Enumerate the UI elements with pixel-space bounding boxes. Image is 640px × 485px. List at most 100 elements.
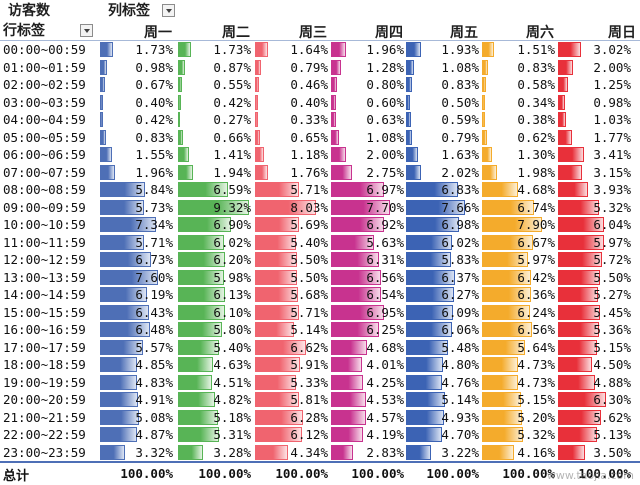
cell-value[interactable]: 0.27% <box>213 112 251 127</box>
cell-value[interactable]: 5.13% <box>593 427 631 442</box>
cell-value[interactable]: 5.83% <box>441 252 479 267</box>
cell-value[interactable]: 5.73% <box>135 199 173 215</box>
cell-value[interactable]: 0.67% <box>135 77 173 92</box>
cell-value[interactable]: 6.06% <box>441 322 479 337</box>
cell-value[interactable]: 5.14% <box>441 392 479 407</box>
cell-value[interactable]: 6.02% <box>441 234 479 250</box>
cell-value[interactable]: 0.62% <box>517 129 555 145</box>
cell-value[interactable]: 6.54% <box>366 287 404 302</box>
cell-value[interactable]: 5.08% <box>135 409 173 425</box>
cell-value[interactable]: 0.38% <box>517 112 555 127</box>
grand-total-value[interactable]: 100.00% <box>275 466 328 481</box>
cell-value[interactable]: 4.50% <box>593 357 631 372</box>
cell-value[interactable]: 7.90% <box>517 217 555 232</box>
cell-value[interactable]: 7.66% <box>441 199 479 215</box>
cell-value[interactable]: 0.34% <box>517 94 555 110</box>
cell-value[interactable]: 6.37% <box>441 269 479 285</box>
cell-value[interactable]: 4.80% <box>441 357 479 372</box>
cell-value[interactable]: 5.50% <box>290 252 328 267</box>
cell-value[interactable]: 6.95% <box>366 304 404 320</box>
cell-value[interactable]: 6.10% <box>213 304 251 320</box>
cell-value[interactable]: 1.76% <box>290 164 328 180</box>
cell-value[interactable]: 1.08% <box>441 59 479 75</box>
cell-value[interactable]: 4.87% <box>135 427 173 442</box>
cell-value[interactable]: 6.31% <box>366 252 404 267</box>
row-filter-dropdown-icon[interactable] <box>80 24 93 37</box>
cell-value[interactable]: 4.51% <box>213 374 251 390</box>
grand-total-value[interactable]: 100.00% <box>351 466 404 481</box>
cell-value[interactable]: 6.04% <box>593 217 631 232</box>
cell-value[interactable]: 0.40% <box>135 94 173 110</box>
cell-value[interactable]: 6.90% <box>213 217 251 232</box>
cell-value[interactable]: 2.75% <box>366 164 404 180</box>
cell-value[interactable]: 5.98% <box>213 269 251 285</box>
cell-value[interactable]: 0.42% <box>213 94 251 110</box>
cell-value[interactable]: 0.83% <box>441 77 479 92</box>
cell-value[interactable]: 1.18% <box>290 147 328 162</box>
cell-value[interactable]: 6.09% <box>441 304 479 320</box>
cell-value[interactable]: 4.93% <box>441 409 479 425</box>
cell-value[interactable]: 5.40% <box>290 234 328 250</box>
cell-value[interactable]: 0.79% <box>441 129 479 145</box>
cell-value[interactable]: 5.18% <box>213 409 251 425</box>
cell-value[interactable]: 5.48% <box>441 339 479 355</box>
cell-value[interactable]: 6.24% <box>517 304 555 320</box>
cell-value[interactable]: 5.32% <box>593 199 631 215</box>
cell-value[interactable]: 7.70% <box>366 199 404 215</box>
cell-value[interactable]: 5.31% <box>213 427 251 442</box>
cell-value[interactable]: 0.66% <box>213 129 251 145</box>
cell-value[interactable]: 5.14% <box>290 322 328 337</box>
grand-total-value[interactable]: 100.00% <box>578 466 631 481</box>
cell-value[interactable]: 6.28% <box>290 409 328 425</box>
cell-value[interactable]: 2.02% <box>441 164 479 180</box>
cell-value[interactable]: 6.56% <box>366 269 404 285</box>
cell-value[interactable]: 1.51% <box>517 42 555 57</box>
cell-value[interactable]: 6.56% <box>517 322 555 337</box>
cell-value[interactable]: 0.33% <box>290 112 328 127</box>
cell-value[interactable]: 4.85% <box>135 357 173 372</box>
cell-value[interactable]: 0.46% <box>290 77 328 92</box>
cell-value[interactable]: 4.25% <box>366 374 404 390</box>
cell-value[interactable]: 1.30% <box>517 147 555 162</box>
cell-value[interactable]: 5.40% <box>213 339 251 355</box>
cell-value[interactable]: 8.03% <box>290 199 328 215</box>
cell-value[interactable]: 6.73% <box>135 252 173 267</box>
cell-value[interactable]: 1.25% <box>593 77 631 92</box>
cell-value[interactable]: 5.20% <box>517 409 555 425</box>
cell-value[interactable]: 1.73% <box>213 42 251 57</box>
cell-value[interactable]: 0.83% <box>135 129 173 145</box>
cell-value[interactable]: 0.87% <box>213 59 251 75</box>
grand-total-value[interactable]: 100.00% <box>502 466 555 481</box>
cell-value[interactable]: 5.97% <box>517 252 555 267</box>
cell-value[interactable]: 6.13% <box>213 287 251 302</box>
cell-value[interactable]: 6.62% <box>290 339 328 355</box>
cell-value[interactable]: 3.22% <box>441 444 479 460</box>
cell-value[interactable]: 6.98% <box>441 217 479 232</box>
cell-value[interactable]: 1.94% <box>213 164 251 180</box>
cell-value[interactable]: 0.42% <box>135 112 173 127</box>
cell-value[interactable]: 4.34% <box>290 444 328 460</box>
cell-value[interactable]: 3.41% <box>593 147 631 162</box>
cell-value[interactable]: 1.96% <box>135 164 173 180</box>
cell-value[interactable]: 6.67% <box>517 234 555 250</box>
cell-value[interactable]: 4.01% <box>366 357 404 372</box>
cell-value[interactable]: 6.83% <box>441 182 479 197</box>
cell-value[interactable]: 4.68% <box>366 339 404 355</box>
cell-value[interactable]: 1.28% <box>366 59 404 75</box>
cell-value[interactable]: 5.69% <box>290 217 328 232</box>
cell-value[interactable]: 6.36% <box>517 287 555 302</box>
cell-value[interactable]: 6.48% <box>135 322 173 337</box>
cell-value[interactable]: 5.97% <box>593 234 631 250</box>
cell-value[interactable]: 4.68% <box>517 182 555 197</box>
cell-value[interactable]: 0.55% <box>213 77 251 92</box>
cell-value[interactable]: 9.32% <box>213 199 251 215</box>
cell-value[interactable]: 6.92% <box>366 217 404 232</box>
cell-value[interactable]: 1.98% <box>517 164 555 180</box>
cell-value[interactable]: 1.77% <box>593 129 631 145</box>
cell-value[interactable]: 4.91% <box>135 392 173 407</box>
cell-value[interactable]: 4.63% <box>213 357 251 372</box>
cell-value[interactable]: 2.00% <box>366 147 404 162</box>
cell-value[interactable]: 4.73% <box>517 357 555 372</box>
cell-value[interactable]: 1.93% <box>441 42 479 57</box>
cell-value[interactable]: 6.42% <box>517 269 555 285</box>
